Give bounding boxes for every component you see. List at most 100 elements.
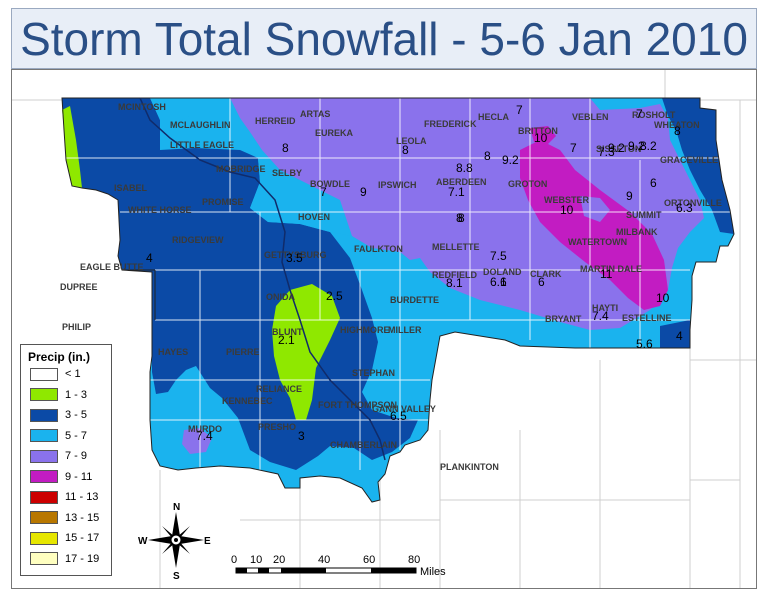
scale-tick: 40 (318, 554, 330, 566)
place-label: VEBLEN (572, 112, 609, 122)
scale-tick: 80 (408, 554, 420, 566)
snowfall-value: 4 (146, 251, 153, 265)
legend-item: 13 - 15 (21, 508, 111, 529)
place-label: GROTON (508, 179, 547, 189)
snowfall-value: 6.5 (390, 409, 407, 423)
place-label: ONIDA (266, 292, 296, 302)
place-label: GETTYSBURG (264, 250, 327, 260)
scale-tick: 60 (363, 554, 375, 566)
place-label: GRACEVILLE (660, 155, 718, 165)
snowfall-value: 8.2 (640, 139, 657, 153)
place-label: GANN VALLEY (372, 404, 436, 414)
legend-label: 13 - 15 (65, 511, 100, 524)
legend-label: 15 - 17 (65, 532, 100, 545)
legend-swatch (30, 429, 58, 443)
snowfall-value: 8 (402, 143, 409, 157)
legend-swatch (30, 531, 58, 545)
snowfall-value: 7.5 (490, 249, 507, 263)
legend-item: 9 - 11 (21, 467, 111, 488)
place-label: BRITTON (518, 126, 558, 136)
snowfall-value: 8 (484, 149, 491, 163)
place-label: MILBANK (616, 227, 658, 237)
place-label: MARTIN DALE (580, 264, 642, 274)
legend-label: 5 - 7 (65, 429, 88, 442)
place-label: DOLAND (483, 267, 522, 277)
place-label: HAYTI (592, 303, 618, 313)
missouri-river (139, 97, 386, 461)
compass-rose: N S E W (138, 502, 211, 582)
snowfall-value: 9 (360, 185, 367, 199)
place-label: BLUNT (272, 327, 303, 337)
legend-swatch (30, 408, 58, 422)
zone-1-3-central (272, 284, 340, 420)
place-label: BURDETTE (390, 295, 439, 305)
place-label: LEOLA (396, 136, 427, 146)
legend-label: 17 - 19 (65, 552, 100, 565)
legend-swatch (30, 367, 58, 381)
scale-bar: 0 10 20 40 60 80 Miles (231, 554, 446, 578)
snowfall-value: 4 (676, 329, 683, 343)
snowfall-value: 9.2 (628, 139, 645, 153)
scale-tick: 20 (273, 554, 285, 566)
legend-swatch (30, 511, 58, 525)
snowfall-value: 8 (282, 141, 289, 155)
place-label: HECLA (478, 112, 509, 122)
snowfall-value: 7.4 (196, 429, 213, 443)
snowfall-value: 7.1 (448, 185, 465, 199)
zone-7-9-murdo (182, 428, 212, 454)
place-label: MOBRIDGE (216, 164, 266, 174)
snowfall-value: 6 (538, 275, 545, 289)
legend-swatch (30, 490, 58, 504)
snowfall-value: 6 (650, 176, 657, 190)
place-label: MILLER (388, 325, 422, 335)
snowfall-value: 7 (570, 141, 577, 155)
scale-tick: 0 (231, 554, 237, 566)
snowfall-value: 3.5 (286, 251, 303, 265)
place-label: WEBSTER (544, 195, 590, 205)
snowfall-value: 7 (320, 185, 327, 199)
place-label: WHEATON (654, 120, 700, 130)
place-label: SISSETON (596, 144, 641, 154)
place-label: BRYANT (545, 314, 582, 324)
snowfall-value: 7.4 (592, 309, 609, 323)
legend-item: 3 - 5 (21, 405, 111, 426)
snowfall-values: 7 7 8 8 7 10 9.2 8 8.8 8 7 7.1 9 10 9 9.2 8 9.2 6 6.3 4 3.5 2.… (146, 103, 693, 443)
place-label: HOVEN (298, 212, 330, 222)
snowfall-value: 6.1 (490, 275, 507, 289)
place-labels: MCINTOSH MCLAUGHLIN LITTLE EAGLE HERREID ART… (60, 102, 722, 472)
place-label: PROMISE (202, 197, 244, 207)
snowfall-value: 5.6 (636, 337, 653, 351)
snowfall-value: 8 (674, 124, 681, 138)
zone-9-11 (520, 140, 668, 310)
place-label: REDFIELD (432, 270, 478, 280)
snowfall-value: 8.8 (456, 161, 473, 175)
place-label: FAULKTON (354, 244, 403, 254)
legend-item: 15 - 17 (21, 528, 111, 549)
snowfall-value: 8 (456, 211, 463, 225)
place-label: FREDERICK (424, 119, 477, 129)
snowfall-value: 3 (298, 429, 305, 443)
compass-east: E (204, 536, 211, 547)
place-label: SUMMIT (626, 210, 662, 220)
zone-3-5-west (62, 98, 418, 470)
snowfall-value: 8.1 (446, 276, 463, 290)
place-label: DUPREE (60, 282, 98, 292)
place-label: PLANKINTON (440, 462, 499, 472)
place-label: KENNEBEC (222, 396, 273, 406)
compass-west: W (138, 536, 148, 547)
legend-title: Precip (in.) (28, 350, 91, 364)
place-label: CHAMBERLAIN (330, 440, 397, 450)
legend-swatch (30, 449, 58, 463)
map-title: Storm Total Snowfall - 5-6 Jan 2010 (20, 12, 748, 65)
place-label: WHITE HORSE (128, 205, 192, 215)
place-label: FORT THOMPSON (318, 400, 397, 410)
place-label: SELBY (272, 168, 302, 178)
legend-label: 3 - 5 (65, 409, 88, 422)
legend-label: 7 - 9 (65, 450, 88, 463)
snowfall-value: 2.1 (278, 333, 295, 347)
legend-item: < 1 (21, 364, 111, 385)
legend-label: < 1 (65, 368, 81, 381)
place-label: ESTELLINE (622, 313, 672, 323)
snowfall-value: 7.3 (598, 145, 615, 159)
